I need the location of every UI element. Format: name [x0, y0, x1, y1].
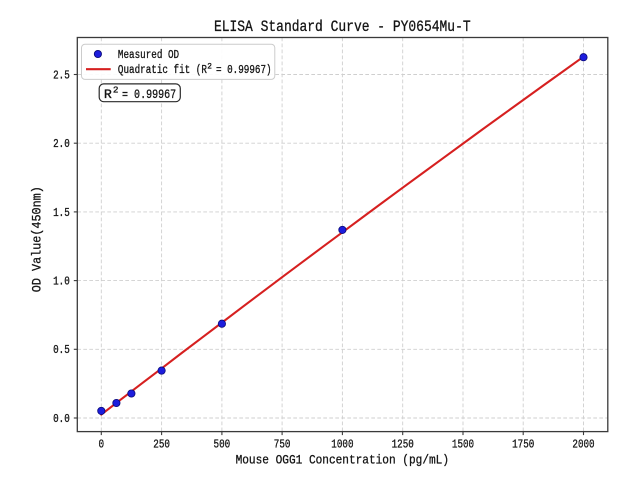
- svg-text:1.5: 1.5: [53, 207, 70, 220]
- svg-text:1250: 1250: [392, 438, 414, 451]
- svg-text:1500: 1500: [452, 438, 474, 451]
- svg-text:= 0.99967): = 0.99967): [216, 64, 272, 77]
- svg-text:Mouse OGG1 Concentration (pg/m: Mouse OGG1 Concentration (pg/mL): [236, 452, 449, 467]
- svg-text:0: 0: [99, 438, 105, 451]
- svg-text:2.5: 2.5: [53, 69, 70, 82]
- svg-text:2.0: 2.0: [53, 138, 70, 151]
- svg-text:R: R: [104, 87, 112, 102]
- svg-text:Measured OD: Measured OD: [118, 49, 179, 62]
- svg-text:OD Value(450nm): OD Value(450nm): [30, 186, 45, 292]
- svg-text:0.0: 0.0: [53, 413, 70, 426]
- svg-text:1750: 1750: [512, 438, 534, 451]
- svg-text:750: 750: [274, 438, 291, 451]
- svg-text:1.0: 1.0: [53, 276, 70, 289]
- svg-text:Quadratic fit (R: Quadratic fit (R: [118, 64, 207, 77]
- svg-text:2: 2: [113, 85, 119, 96]
- svg-text:0.5: 0.5: [53, 344, 70, 357]
- svg-text:ELISA Standard Curve - PY0654M: ELISA Standard Curve - PY0654Mu-T: [214, 18, 471, 36]
- svg-text:= 0.99967: = 0.99967: [122, 87, 176, 102]
- svg-text:2000: 2000: [572, 438, 594, 451]
- svg-text:2: 2: [207, 64, 212, 72]
- svg-text:1000: 1000: [331, 438, 353, 451]
- svg-text:500: 500: [214, 438, 231, 451]
- svg-text:250: 250: [153, 438, 170, 451]
